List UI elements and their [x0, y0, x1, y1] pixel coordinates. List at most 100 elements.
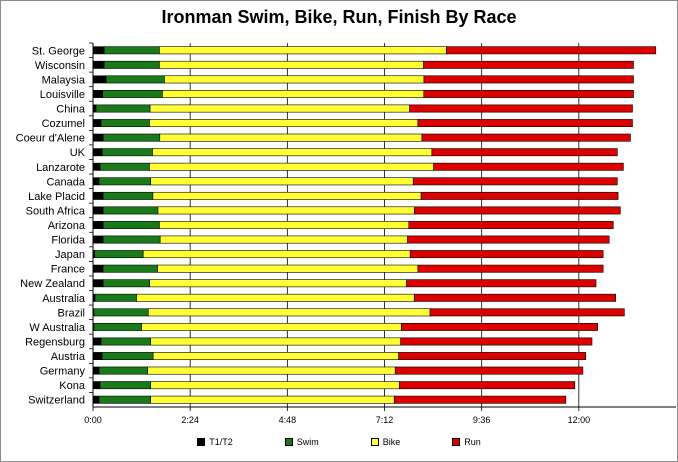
bar-bike [142, 250, 411, 259]
bar-run [398, 352, 587, 360]
bar-bike [152, 191, 422, 200]
legend-item: Swim [284, 437, 319, 447]
bar-run [420, 191, 619, 200]
bar-t1-t2 [92, 395, 100, 404]
bar-bike [150, 395, 395, 404]
bar-swim [98, 177, 151, 186]
bar-t1-t2 [92, 337, 102, 346]
bar-bike [159, 133, 423, 142]
bar-swim [95, 104, 151, 113]
bar-swim [99, 381, 151, 390]
bar-swim [100, 337, 151, 346]
bar-t1-t2 [92, 221, 104, 229]
bar-bike [136, 293, 415, 302]
legend-swatch [197, 438, 206, 446]
category-label: France [51, 264, 85, 276]
category-label: Wisconsin [35, 60, 85, 72]
category-label: China [56, 104, 86, 116]
category-label: Malaysia [42, 74, 86, 86]
bar-run [408, 221, 614, 229]
category-label: Germany [40, 366, 86, 378]
bar-run [394, 366, 584, 375]
category-label: W Australia [29, 322, 86, 334]
bar-bike [152, 148, 433, 157]
category-label: Florida [51, 235, 86, 247]
bar-run [421, 133, 631, 142]
bar-run [400, 337, 593, 346]
bar-swim [101, 352, 154, 360]
category-label: Arizona [48, 220, 86, 232]
category-label: Australia [42, 293, 86, 305]
bar-swim [102, 133, 161, 142]
bar-t1-t2 [92, 90, 104, 98]
category-label: Cozumel [42, 118, 85, 130]
bar-swim [98, 395, 151, 404]
category-label: South Africa [26, 205, 86, 217]
legend-label: Run [464, 437, 481, 447]
bar-t1-t2 [92, 133, 104, 142]
bar-swim [105, 75, 165, 84]
category-label: Lake Placid [28, 191, 85, 203]
bar-swim [93, 322, 142, 331]
bar-run [431, 148, 618, 157]
category-label: Brazil [57, 307, 85, 319]
x-tick-label: 0:00 [84, 415, 102, 425]
bar-swim [98, 366, 148, 375]
bar-t1-t2 [92, 177, 100, 186]
bar-run [406, 279, 597, 288]
legend-swatch [370, 438, 379, 446]
bar-run [433, 162, 624, 171]
bar-bike [159, 46, 447, 55]
bar-swim [94, 250, 144, 259]
bar-run [417, 264, 604, 273]
legend-swatch [452, 438, 461, 446]
bar-run [409, 250, 604, 259]
bar-bike [141, 322, 402, 331]
category-label: Coeur d'Alene [16, 133, 85, 145]
category-label: UK [70, 147, 86, 159]
bar-bike [159, 221, 410, 229]
bar-t1-t2 [92, 264, 104, 273]
bar-run [407, 235, 610, 244]
bar-bike [150, 381, 400, 390]
bar-bike [157, 264, 419, 273]
bar-bike [152, 352, 399, 360]
chart-title: Ironman Swim, Bike, Run, Finish By Race [161, 7, 517, 27]
bar-bike [157, 206, 415, 215]
x-tick-label: 12:00 [568, 415, 591, 425]
bar-bike [162, 90, 425, 98]
bar-run [423, 60, 634, 69]
bar-bike [150, 177, 414, 186]
bar-run [446, 46, 657, 55]
bar-run [423, 90, 634, 98]
legend-label: Swim [296, 437, 319, 447]
bar-t1-t2 [92, 191, 104, 200]
bar-swim [99, 162, 150, 171]
legend-swatch [284, 438, 293, 446]
bar-bike [159, 60, 424, 69]
x-tick-label: 4:48 [279, 415, 297, 425]
bar-run [413, 293, 616, 302]
bar-run [393, 395, 567, 404]
legend-item: Bike [370, 437, 400, 447]
bar-swim [102, 279, 150, 288]
bar-swim [101, 148, 153, 157]
bar-t1-t2 [92, 206, 104, 215]
bar-t1-t2 [92, 352, 103, 360]
bar-swim [102, 235, 161, 244]
category-label: New Zealand [20, 278, 85, 290]
bar-bike [159, 235, 408, 244]
bar-t1-t2 [92, 75, 107, 84]
bar-t1-t2 [92, 366, 100, 375]
category-label: Austria [51, 351, 86, 363]
bar-t1-t2 [92, 46, 105, 55]
category-label: Switzerland [28, 395, 85, 407]
legend: T1/T2 Swim Bike Run [1, 437, 677, 447]
bar-run [423, 75, 634, 84]
legend-item: T1/T2 [197, 437, 233, 447]
bar-run [409, 104, 633, 113]
x-tick-label: 9:36 [473, 415, 491, 425]
category-label: Kona [59, 380, 86, 392]
